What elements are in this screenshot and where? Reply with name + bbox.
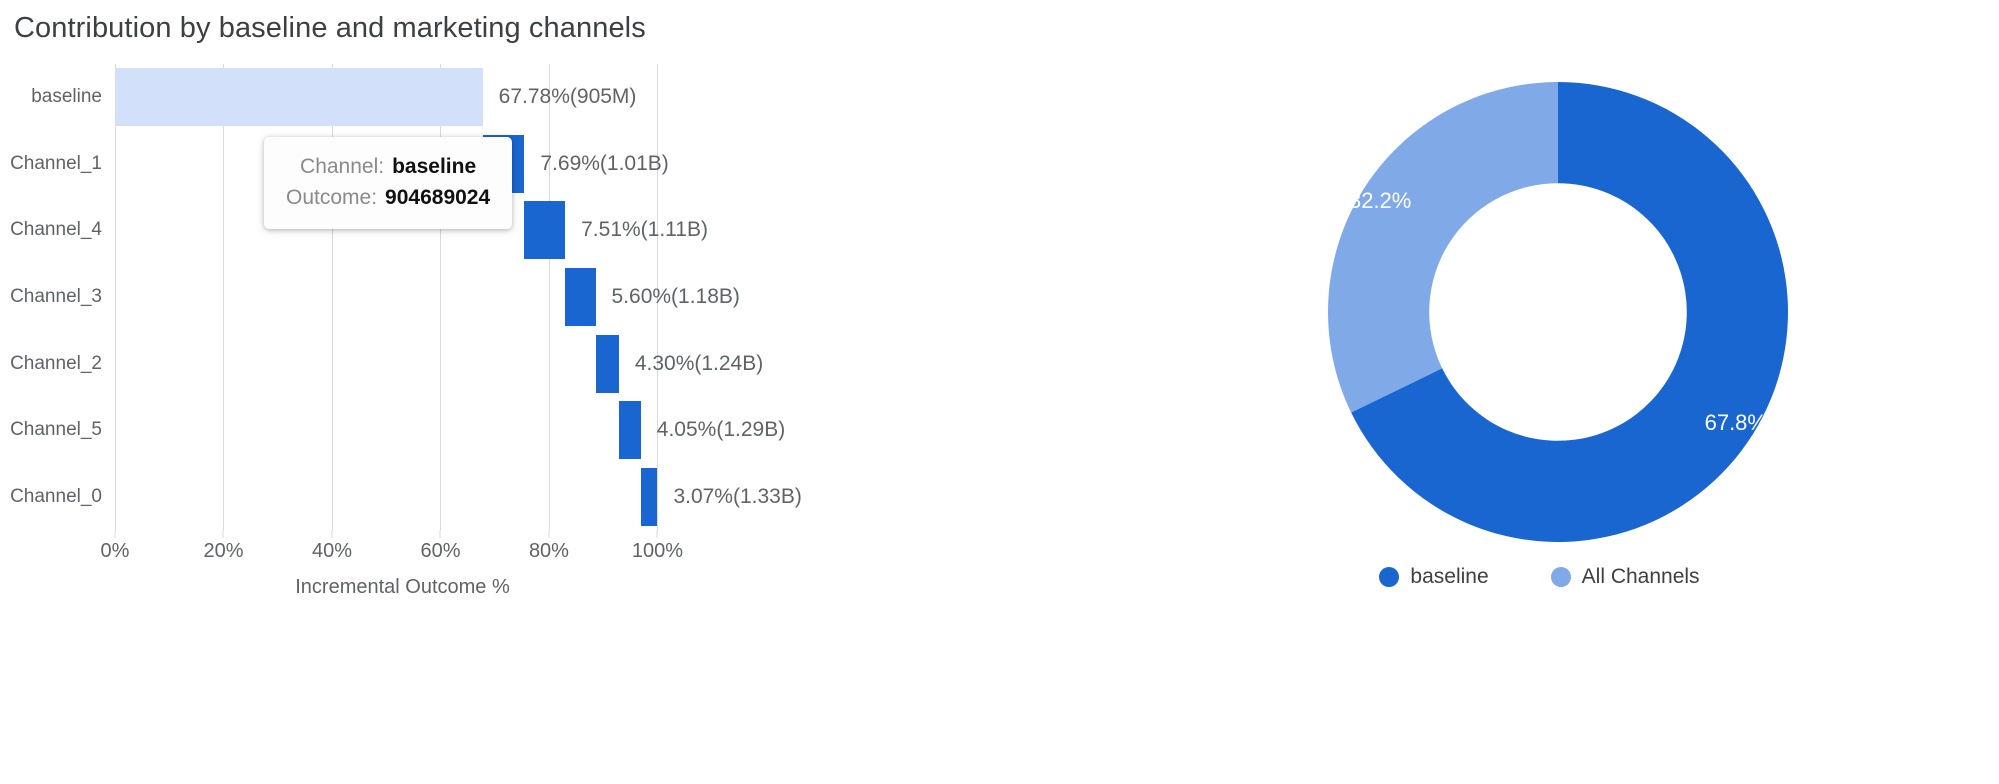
- y-axis-label-channel_1: Channel_1: [10, 152, 102, 174]
- chart-tooltip: Channel: baseline Outcome: 904689024: [264, 137, 513, 229]
- donut-slice-label-all-channels: 32.2%: [1348, 187, 1412, 213]
- gridline-0: [115, 64, 116, 530]
- x-axis-tick-60: 60%: [420, 540, 461, 562]
- tooltip-outcome-value: 904689024: [385, 186, 491, 209]
- x-axis-tick-0: 0%: [100, 540, 130, 562]
- waterfall-y-axis-labels: baseline Channel_1 Channel_4 Channel_3 Chann…: [0, 64, 102, 530]
- x-axis-tick-40: 40%: [311, 540, 352, 562]
- tick-mark-100: [656, 530, 658, 538]
- gridline-100: [657, 64, 659, 530]
- legend-item-all-channels[interactable]: All Channels: [1550, 565, 1700, 589]
- tick-mark-60: [439, 530, 441, 538]
- x-axis-tick-100: 100%: [631, 540, 684, 562]
- legend-label: baseline: [1410, 565, 1489, 588]
- donut-legend: baseline All Channels: [1080, 565, 1999, 589]
- gridline-60: [440, 64, 442, 530]
- bar-value-label-channel_4: 7.51%(1.11B): [581, 218, 708, 242]
- bar-value-label-baseline: 67.78%(905M): [498, 85, 637, 109]
- y-axis-label-baseline: baseline: [31, 86, 102, 108]
- tooltip-outcome-row: Outcome: 904689024: [286, 182, 490, 213]
- bar-value-label-channel_3: 5.60%(1.18B): [611, 285, 740, 308]
- legend-item-baseline[interactable]: baseline: [1379, 565, 1489, 589]
- waterfall-value-labels: 67.78%(905M) 7.69%(1.01B) 7.51%(1.11B) 5.60…: [0, 64, 1080, 530]
- gridline-40: [331, 64, 333, 530]
- tick-mark-80: [548, 530, 550, 538]
- tooltip-channel-row: Channel: baseline: [286, 151, 490, 182]
- y-axis-label-channel_0: Channel_0: [10, 485, 102, 507]
- bar-value-label-channel_5: 4.05%(1.29B): [656, 418, 786, 442]
- tick-mark-0: [114, 530, 116, 538]
- legend-label: All Channels: [1581, 565, 1700, 588]
- donut-slice-baseline[interactable]: [1351, 82, 1788, 542]
- bar-value-label-channel_2: 4.30%(1.24B): [634, 351, 764, 375]
- waterfall-bar-channel_4[interactable]: [524, 201, 566, 260]
- tooltip-channel-value: baseline: [392, 155, 477, 178]
- waterfall-bar-baseline[interactable]: [115, 68, 483, 127]
- donut-chart: 67.8% 32.2%: [1328, 82, 1788, 542]
- waterfall-bar-channel_3[interactable]: [565, 268, 596, 326]
- y-axis-label-channel_3: Channel_3: [10, 286, 102, 307]
- y-axis-label-channel_2: Channel_2: [10, 352, 102, 374]
- waterfall-bar-channel_2[interactable]: [595, 334, 619, 393]
- waterfall-plot-area: [115, 64, 690, 530]
- x-axis-tick-20: 20%: [203, 540, 244, 562]
- tooltip-outcome-key: Outcome:: [286, 186, 378, 209]
- waterfall-chart-panel: baseline Channel_1 Channel_4 Channel_3 Chann…: [0, 64, 1080, 598]
- waterfall-bar-channel_5[interactable]: [618, 401, 641, 460]
- donut-chart-panel: 67.8% 32.2% baseline All Channels: [1080, 0, 1999, 784]
- tooltip-channel-key: Channel:: [300, 155, 385, 178]
- y-axis-label-channel_4: Channel_4: [10, 219, 102, 241]
- y-axis-label-channel_5: Channel_5: [10, 419, 102, 441]
- page-title: Contribution by baseline and marketing c…: [14, 12, 646, 44]
- bar-value-label-channel_1: 7.69%(1.01B): [540, 151, 669, 175]
- waterfall-bar-channel_0[interactable]: [640, 467, 658, 526]
- donut-slice-all-channels[interactable]: [1328, 82, 1558, 413]
- tick-mark-20: [222, 530, 224, 538]
- waterfall-x-axis-ticks: 0% 20% 40% 60% 80% 100%: [101, 530, 690, 570]
- x-axis-tick-80: 80%: [528, 540, 569, 562]
- tick-mark-40: [331, 530, 333, 538]
- bar-value-label-channel_0: 3.07%(1.33B): [673, 484, 802, 508]
- donut-slice-label-baseline: 67.8%: [1704, 410, 1767, 436]
- waterfall-x-axis-title: Incremental Outcome %: [295, 576, 510, 598]
- legend-swatch-icon: [1379, 567, 1400, 587]
- donut-svg: [1328, 82, 1788, 542]
- legend-swatch-icon: [1550, 567, 1571, 587]
- gridline-20: [223, 64, 225, 530]
- gridline-80: [548, 64, 550, 530]
